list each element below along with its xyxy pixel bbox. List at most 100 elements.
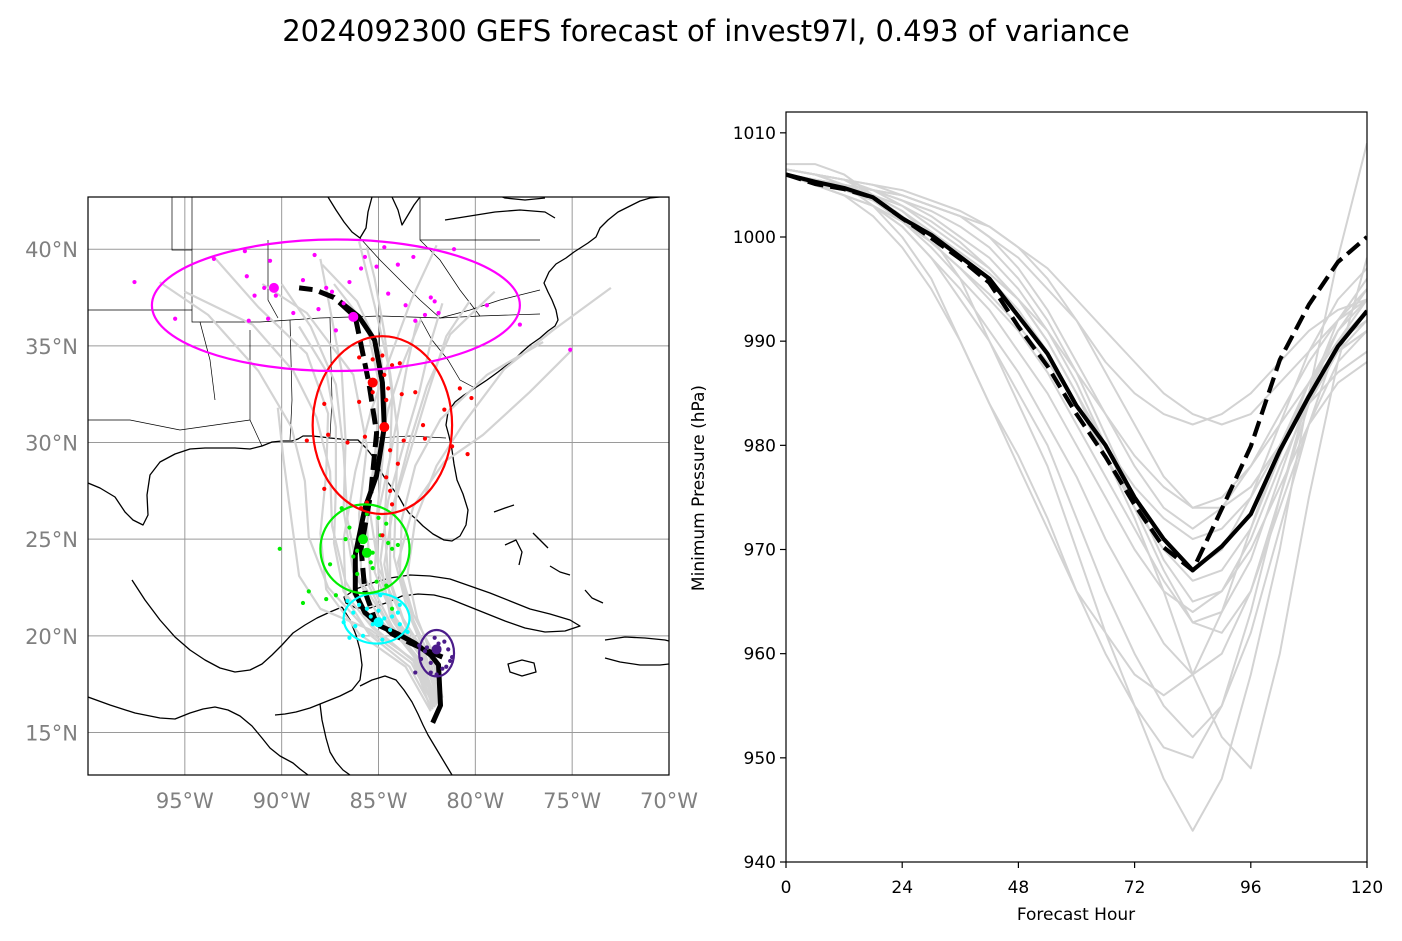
member-pressure-line	[786, 173, 1367, 697]
track-map-panel: 95°W 90°W 85°W 80°W 75°W 70°W 40°N 35°N 30°N 25°…	[25, 196, 698, 813]
position-dot	[413, 670, 418, 675]
x-tick-label: 24	[891, 878, 913, 898]
position-dot	[388, 488, 393, 493]
x-tick-label: 120	[1351, 878, 1383, 898]
position-dot	[401, 438, 406, 443]
position-dot	[386, 540, 391, 546]
position-dot	[403, 303, 408, 308]
position-dot	[345, 440, 350, 445]
position-dot	[326, 432, 331, 437]
position-dot	[384, 397, 389, 403]
x-tick-label: 48	[1008, 878, 1030, 898]
position-dot	[353, 624, 358, 629]
mean-position-dot	[431, 644, 442, 655]
member-track	[396, 348, 573, 698]
position-dot	[246, 318, 251, 323]
mean-position-dot	[268, 282, 279, 293]
position-dot	[300, 600, 306, 606]
position-dot	[389, 363, 395, 368]
map-lon-tick-label: 80°W	[446, 789, 504, 813]
member-pressure-line	[786, 173, 1367, 603]
member-track	[159, 281, 436, 708]
position-dot	[395, 610, 400, 615]
position-dot	[347, 525, 352, 530]
position-dot	[384, 521, 389, 526]
map-frame	[87, 196, 670, 776]
mean-position-dot	[379, 422, 390, 433]
position-dot	[413, 318, 418, 323]
position-dot	[432, 299, 437, 304]
position-dot	[132, 279, 137, 285]
position-dot	[424, 645, 430, 650]
y-tick-label: 1000	[733, 228, 776, 248]
position-dot	[389, 502, 395, 507]
position-dot	[368, 614, 373, 619]
y-tick-label: 940	[744, 853, 776, 873]
position-dot	[422, 312, 428, 318]
position-dot	[277, 546, 282, 551]
mean-lines	[786, 172, 1367, 573]
position-dot	[333, 593, 338, 598]
position-dot	[448, 658, 453, 664]
member-pressure-line	[786, 168, 1367, 624]
position-dot	[411, 254, 416, 260]
position-dot	[252, 293, 257, 298]
position-dot	[399, 392, 404, 397]
member-track	[298, 325, 436, 708]
position-dot	[386, 386, 391, 391]
map-lat-tick-label: 40°N	[25, 238, 78, 262]
position-dot	[397, 361, 402, 366]
member-track	[342, 244, 438, 710]
map-gridlines	[88, 197, 670, 775]
y-tick-label: 950	[744, 749, 776, 769]
position-dot	[442, 407, 447, 412]
uncertainty-ellipse	[342, 592, 411, 645]
position-dot	[347, 279, 352, 285]
position-dot	[357, 355, 362, 360]
member-track	[213, 256, 432, 712]
position-dot	[457, 386, 462, 391]
uncertainty-ellipse	[311, 335, 454, 516]
position-dot	[343, 537, 348, 542]
pressure-chart-frame	[785, 111, 1368, 863]
pressure-ticks: 940 950 960 970 980 990 1000 1010	[733, 124, 786, 873]
position-dot	[358, 266, 364, 271]
position-dot	[428, 295, 433, 300]
position-dot	[465, 452, 470, 457]
position-dot	[517, 322, 522, 327]
position-dot	[451, 247, 457, 252]
member-track	[398, 341, 544, 702]
position-dot	[362, 434, 368, 439]
position-dot	[380, 533, 385, 538]
position-dot	[384, 475, 389, 480]
member-track	[321, 263, 440, 702]
position-dot	[440, 666, 445, 671]
position-dot	[397, 602, 402, 607]
member-track	[358, 241, 442, 702]
position-dot	[267, 258, 273, 263]
position-dot	[351, 610, 356, 615]
position-dot	[266, 316, 271, 321]
position-dot	[357, 399, 362, 405]
mean-position-dot	[367, 377, 378, 388]
y-tick-label: 970	[744, 541, 776, 561]
position-dot	[333, 328, 338, 333]
position-dot	[380, 637, 385, 642]
position-dot	[376, 515, 381, 520]
position-dot	[327, 562, 333, 567]
position-dot	[351, 554, 356, 559]
position-dot	[345, 598, 350, 604]
position-dot	[291, 310, 296, 316]
y-tick-label: 960	[744, 645, 776, 665]
position-dot	[395, 542, 400, 548]
map-lat-tick-label: 30°N	[25, 432, 78, 456]
position-dot	[329, 289, 335, 294]
position-dot	[444, 664, 449, 669]
mean-position-dot	[361, 547, 372, 558]
position-dot	[370, 566, 375, 571]
position-dot	[173, 316, 178, 321]
mean-position-dot	[358, 534, 369, 545]
position-dot	[306, 589, 311, 594]
uncertainty-ellipse	[319, 503, 411, 595]
map-longitude-labels: 95°W 90°W 85°W 80°W 75°W 70°W	[156, 789, 698, 813]
